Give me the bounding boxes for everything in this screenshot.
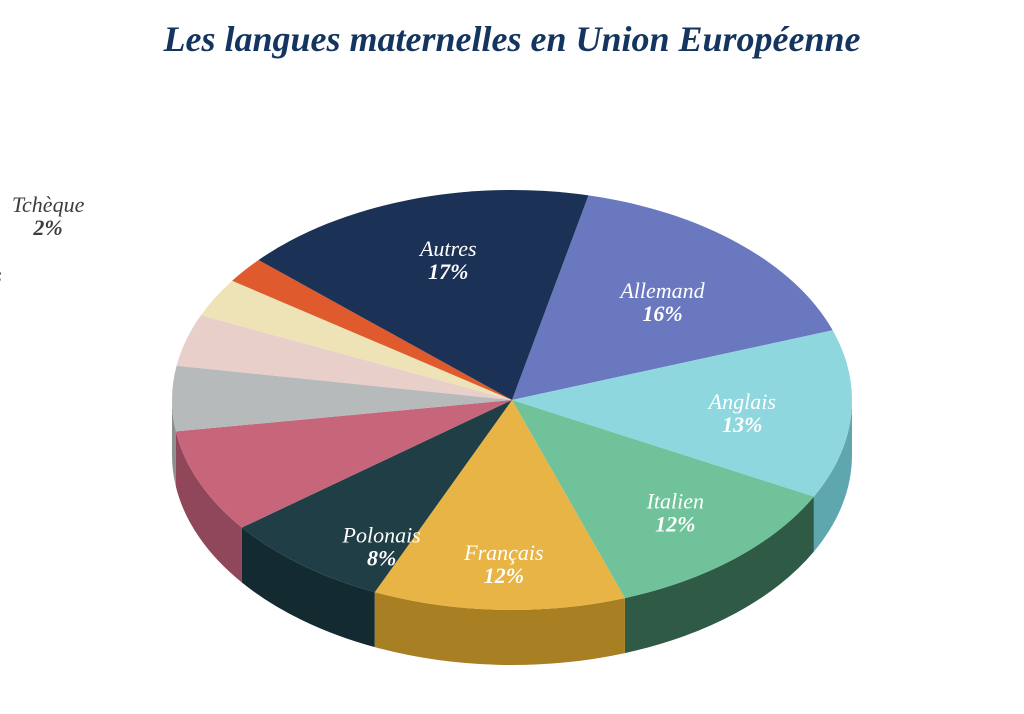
slice-label-name: Tchèque [12, 192, 85, 217]
slice-label-pct: 12% [484, 563, 524, 588]
slice-label-pct: 16% [642, 301, 682, 326]
slice-label-pct: 13% [722, 412, 762, 437]
slice-label-name: Allemand [618, 278, 705, 303]
slice-label-name: Autres [418, 236, 477, 261]
pie-chart-3d: Allemand16%Anglais13%Italien12%Français1… [0, 80, 1024, 700]
slice-label: Tchèque2% [12, 192, 85, 240]
slice-label-pct: 17% [428, 259, 468, 284]
slice-label-pct: 2% [32, 215, 62, 240]
slice-label-name: Polonais [342, 522, 421, 547]
slice-label-name: Italien [646, 488, 704, 513]
slice-label: Italien12% [646, 488, 704, 536]
slice-label-name: Hongrois [0, 262, 2, 287]
slice-label-name: Français [463, 540, 543, 565]
slice-label-name: Anglais [707, 389, 776, 414]
chart-title: Les langues maternelles en Union Europée… [0, 18, 1024, 60]
slice-label-pct: 8% [367, 545, 396, 570]
slice-label-pct: 12% [655, 511, 695, 536]
slice-label: Hongrois3% [0, 262, 2, 310]
